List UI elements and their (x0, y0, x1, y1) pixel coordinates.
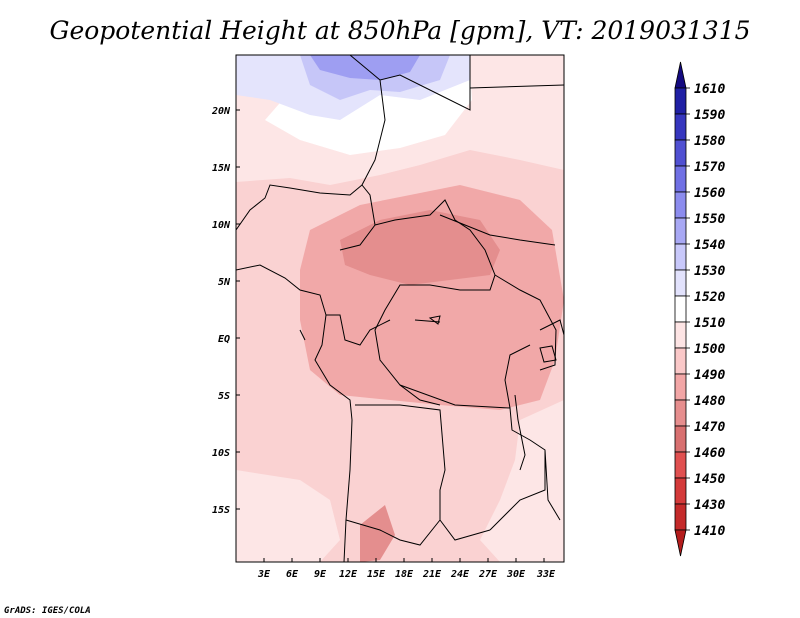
x-tick-label: 15E (367, 569, 386, 580)
map-panel (236, 55, 564, 562)
colorbar-cap-top (674, 61, 687, 89)
colorbar-label: 1530 (694, 264, 725, 279)
colorbar-label: 1410 (694, 524, 725, 539)
x-tick-label: 24E (450, 569, 470, 580)
colorbar-segment (674, 139, 687, 167)
x-tick-label: 9E (314, 569, 327, 580)
y-axis-labels: 20N 15N 10N 5N EQ 5S 10S 15S (211, 106, 231, 516)
colorbar-label: 1430 (694, 498, 725, 513)
colorbar-label: 1520 (694, 290, 725, 305)
x-tick-label: 27E (478, 569, 498, 580)
colorbar-label: 1470 (694, 420, 725, 435)
colorbar-label: 1560 (694, 186, 725, 201)
grads-credit: GrADS: IGES/COLA (4, 606, 91, 616)
height-field-1480-south (360, 505, 395, 562)
colorbar-segment (674, 425, 687, 453)
axis-ticks (236, 109, 545, 562)
x-tick-label: 12E (339, 569, 358, 580)
y-tick-label: 10N (212, 220, 231, 231)
x-tick-label: 18E (395, 569, 414, 580)
y-tick-label: 10S (212, 448, 230, 459)
colorbar-segment (674, 347, 687, 375)
x-axis-labels: 3E 6E 9E 12E 15E 18E 21E 24E 27E 30E 33E (257, 569, 556, 580)
y-tick-label: 15N (212, 163, 231, 174)
map-title: Geopotential Height at 850hPa [gpm], VT:… (49, 16, 750, 45)
colorbar-segment (674, 321, 687, 349)
country-borders (236, 55, 564, 562)
lakes (428, 315, 557, 471)
colorbar-segment (674, 269, 687, 297)
colorbar-label: 1490 (694, 368, 725, 383)
colorbar-segment (674, 451, 687, 479)
map-frame (235, 54, 565, 563)
colorbar-label: 1540 (694, 238, 725, 253)
y-tick-label: EQ (218, 334, 230, 345)
height-field-1510-west (236, 470, 340, 562)
colorbar-label: 1590 (694, 108, 725, 123)
colorbar-cap-bottom (674, 529, 687, 557)
colorbar-segment (674, 113, 687, 141)
colorbar-segment (674, 87, 687, 115)
x-tick-label: 21E (422, 569, 442, 580)
colorbar-segment (674, 217, 687, 245)
y-tick-label: 20N (211, 106, 231, 117)
colorbar-segment (674, 165, 687, 193)
height-field-1510-east (480, 400, 564, 562)
colorbar-label: 1460 (694, 446, 725, 461)
colorbar-segment (674, 295, 687, 323)
y-tick-label: 15S (212, 505, 230, 516)
colorbar: 1610 1590 1580 1570 1560 1550 1540 1530 1520 1510… (674, 61, 725, 557)
colorbar-segment (674, 477, 687, 505)
x-tick-label: 6E (286, 569, 299, 580)
colorbar-label: 1450 (694, 472, 725, 487)
colorbar-segment (674, 503, 687, 531)
colorbar-label: 1580 (694, 134, 725, 149)
colorbar-label: 1550 (694, 212, 725, 227)
x-tick-label: 30E (506, 569, 526, 580)
colorbar-label: 1500 (694, 342, 725, 357)
colorbar-label: 1610 (694, 82, 725, 97)
colorbar-segment (674, 191, 687, 219)
x-tick-label: 3E (257, 569, 271, 580)
colorbar-segment (674, 243, 687, 271)
height-field-1480 (340, 210, 500, 285)
y-tick-label: 5N (218, 277, 231, 288)
colorbar-label: 1510 (694, 316, 725, 331)
colorbar-segment (674, 399, 687, 427)
colorbar-label: 1570 (694, 160, 725, 175)
y-tick-label: 5S (218, 391, 230, 402)
colorbar-label: 1480 (694, 394, 725, 409)
colorbar-segment (674, 373, 687, 401)
x-tick-label: 33E (536, 569, 556, 580)
